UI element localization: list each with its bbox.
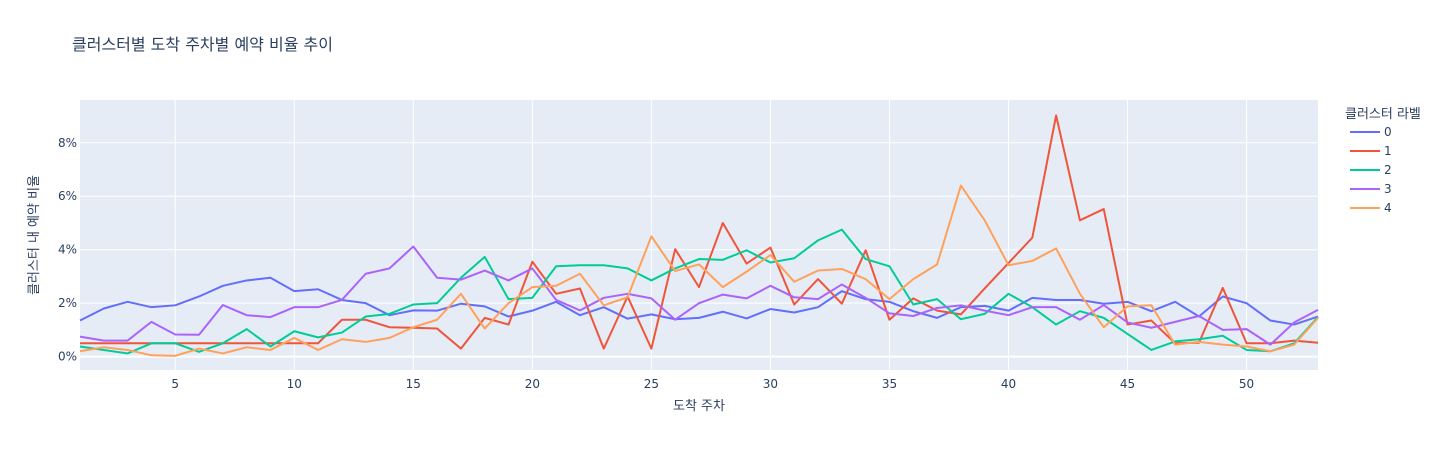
x-tick-label: 40 [1001,377,1016,391]
y-tick-label: 6% [58,189,77,203]
legend-title: 클러스터 라벨 [1345,107,1421,122]
x-tick-label: 15 [406,377,421,391]
legend-label: 1 [1384,144,1392,158]
y-tick-labels: 0% 2% 4% 6% 8% [58,136,77,364]
y-tick-label: 2% [58,296,77,310]
x-tick-label: 10 [287,377,302,391]
plot-area [80,100,1318,370]
x-tick-label: 45 [1120,377,1135,391]
legend-item-3[interactable]: 3 [1350,182,1392,196]
y-tick-label: 8% [58,136,77,150]
legend-item-4[interactable]: 4 [1350,201,1392,215]
series-line-4 [79,184,1319,357]
chart-title: 클러스터별 도착 주차별 예약 비율 추이 [72,35,333,54]
y-axis-title: 클러스터 내 예약 비율 [27,175,42,295]
series-line-1 [80,114,1319,350]
x-tick-labels: 5 10 15 20 25 30 35 40 45 50 [171,377,1254,391]
legend-label: 0 [1384,125,1392,139]
x-tick-label: 50 [1239,377,1254,391]
x-gridlines [174,100,1248,370]
legend-item-1[interactable]: 1 [1350,144,1392,158]
series-line-0 [79,276,1319,326]
legend[interactable]: 클러스터 라벨 0 1 2 3 4 [1345,107,1421,215]
series-line-3 [79,245,1319,346]
x-tick-label: 35 [882,377,897,391]
legend-label: 3 [1384,182,1392,196]
series-line-2 [79,228,1319,355]
series-lines [79,114,1319,357]
legend-label: 4 [1384,201,1392,215]
legend-item-2[interactable]: 2 [1350,163,1392,177]
y-tick-label: 0% [58,350,77,364]
legend-label: 2 [1384,163,1392,177]
x-tick-label: 25 [644,377,659,391]
y-tick-label: 4% [58,243,77,257]
x-axis-title: 도착 주차 [673,399,725,414]
x-tick-label: 30 [763,377,778,391]
x-tick-label: 20 [525,377,540,391]
x-tick-label: 5 [171,377,179,391]
legend-item-0[interactable]: 0 [1350,125,1392,139]
